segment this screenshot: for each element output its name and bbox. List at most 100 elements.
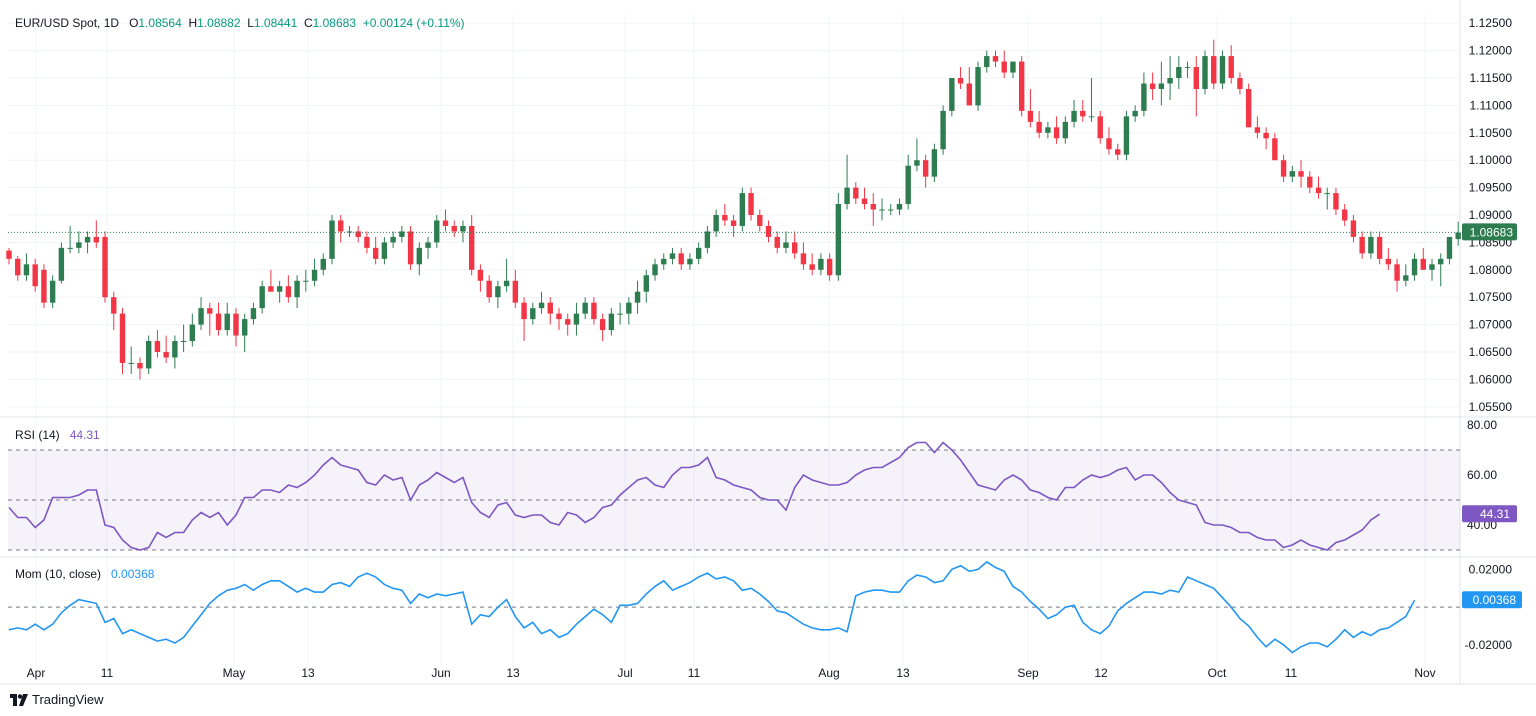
candle-body — [372, 247, 379, 259]
candle-body — [1411, 258, 1418, 276]
candle — [704, 225, 711, 254]
candle — [1298, 160, 1304, 188]
candle-body — [739, 193, 746, 226]
candle-body — [250, 308, 257, 320]
low-label: L — [247, 16, 254, 30]
candle-body — [608, 313, 615, 331]
candle — [1062, 116, 1069, 144]
candle-body — [818, 258, 824, 270]
candle — [1237, 72, 1243, 95]
candle-body — [1045, 127, 1051, 133]
candle-body — [1219, 56, 1226, 84]
low-value: 1.08441 — [253, 16, 298, 30]
candle — [661, 253, 667, 270]
candle-body — [914, 160, 920, 166]
candle — [1446, 236, 1453, 265]
candle-body — [355, 231, 361, 237]
time-axis-label: Jun — [431, 666, 450, 680]
candle — [442, 209, 449, 232]
candle-body — [1341, 209, 1348, 221]
candle-body — [320, 258, 326, 270]
mom-line — [8, 560, 1416, 654]
candle — [1245, 83, 1252, 128]
candle — [215, 302, 222, 336]
candle-body — [783, 242, 789, 248]
candle-body — [1149, 83, 1156, 89]
time-axis-label: 13 — [896, 666, 910, 680]
candle — [530, 302, 536, 325]
candle-body — [276, 286, 283, 292]
tradingview-logo[interactable]: TradingView — [10, 692, 104, 707]
candle-body — [189, 324, 196, 342]
candle-body — [1298, 171, 1304, 177]
candle-body — [704, 231, 711, 248]
close-label: C — [303, 16, 313, 30]
price-axis-label: 1.09500 — [1469, 181, 1513, 195]
candle-body — [591, 302, 597, 320]
candle-body — [713, 215, 719, 232]
candle — [242, 313, 248, 352]
tradingview-icon — [10, 693, 28, 706]
candle-body — [84, 236, 91, 243]
candle — [1280, 154, 1287, 183]
candle — [853, 182, 859, 205]
candle — [93, 220, 99, 248]
candle-body — [792, 242, 798, 254]
candle — [922, 154, 929, 188]
candle — [879, 198, 885, 221]
candle — [49, 275, 56, 309]
rsi-line — [8, 441, 1381, 551]
candle — [984, 50, 990, 73]
candle-body — [1394, 264, 1400, 281]
candle — [1149, 72, 1156, 100]
time-axis-label: Aug — [818, 666, 839, 680]
candle — [617, 302, 623, 325]
candle — [111, 291, 117, 331]
rsi-series — [8, 441, 1381, 551]
candle-body — [652, 264, 658, 276]
candle — [355, 225, 361, 243]
candle-body — [1106, 138, 1112, 150]
candle — [1176, 56, 1182, 89]
candle-body — [381, 242, 388, 259]
candle-body — [1158, 83, 1165, 89]
candle — [1307, 171, 1313, 194]
mom-value-tag — [1462, 591, 1522, 609]
high-label: H — [188, 16, 198, 30]
mom-value: 0.00368 — [111, 567, 155, 581]
candle — [634, 280, 641, 314]
candle-body — [1097, 116, 1103, 139]
candle-body — [1211, 56, 1217, 84]
candle — [888, 204, 894, 215]
candle-body — [984, 56, 990, 68]
candle — [905, 154, 911, 210]
candle-body — [224, 313, 230, 331]
candle — [320, 253, 326, 276]
candle-body — [1176, 67, 1182, 79]
candle — [669, 247, 676, 265]
candle — [1219, 50, 1226, 89]
rsi-value-tag — [1462, 505, 1517, 523]
candle — [914, 138, 920, 172]
time-axis-label: 13 — [301, 666, 315, 680]
candle-body — [573, 313, 580, 325]
candle — [407, 225, 414, 270]
change-value: +0.00124 (+0.11%) — [362, 16, 465, 30]
candle-body — [1359, 236, 1365, 254]
candle-body — [695, 247, 702, 259]
candle-body — [294, 280, 300, 298]
candle — [818, 253, 824, 276]
candle-body — [1438, 258, 1444, 265]
candle — [1106, 127, 1112, 155]
candle-body — [67, 247, 73, 249]
legend-main: EUR/USD Spot, 1D O1.08564 H1.08882 L1.08… — [15, 16, 465, 30]
candle — [678, 247, 684, 270]
candle — [434, 215, 440, 248]
candle — [6, 247, 12, 265]
candle — [1184, 61, 1191, 79]
symbol-label: EUR/USD Spot, 1D — [15, 16, 120, 30]
candle — [451, 220, 457, 237]
candle-body — [765, 225, 772, 237]
price-axis-label: 1.12000 — [1469, 44, 1513, 58]
